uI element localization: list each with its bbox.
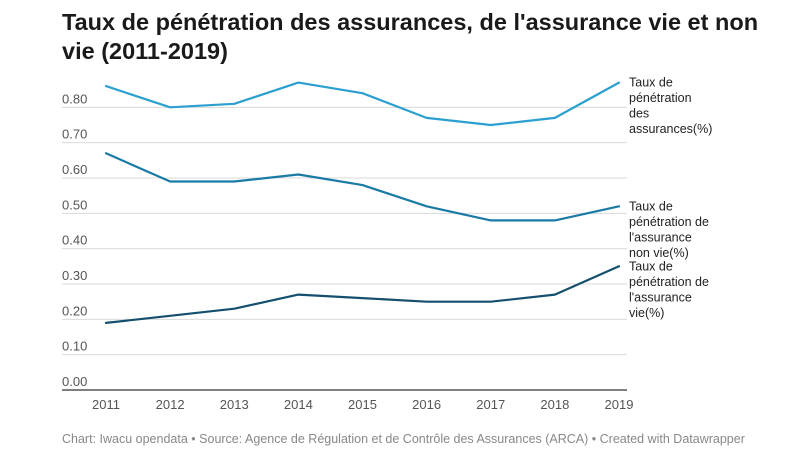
series-label-line: pénétration de (629, 275, 709, 289)
x-tick-label: 2019 (605, 397, 634, 412)
gridlines (62, 106, 627, 391)
x-tick-label: 2015 (348, 397, 377, 412)
series-label-line: Taux de (629, 259, 673, 273)
x-axis-ticks: 2011 2012 2013 2014 2015 2016 2017 2018 2019 (92, 397, 633, 412)
footer-source-label: Source: (199, 432, 243, 446)
series-label-line: assurances(%) (629, 122, 712, 136)
series-label: Taux de pénétration del'assurance non vie(… (629, 199, 709, 260)
series-label-line: pénétration (629, 91, 692, 105)
series-label-line: Taux de (629, 199, 673, 213)
footer-credit[interactable]: Created with Datawrapper (599, 432, 745, 446)
footer-chart-value[interactable]: Iwacu opendata (99, 432, 188, 446)
series-label-line: non vie(%) (629, 246, 689, 260)
footer-separator: • (191, 432, 196, 446)
x-tick-label: 2011 (92, 397, 120, 412)
y-tick-label: 0.30 (62, 268, 87, 283)
series-line[interactable] (104, 265, 621, 324)
y-tick-label: 0.80 (62, 91, 87, 106)
chart-title: Taux de pénétration des assurances, de l… (62, 9, 759, 64)
y-tick-label: 0.00 (62, 374, 87, 389)
y-tick-label: 0.70 (62, 127, 87, 142)
y-tick-label: 0.60 (62, 162, 87, 177)
footer-source-value[interactable]: Agence de Régulation et de Contrôle des … (245, 432, 589, 446)
footer-chart-label: Chart: (62, 432, 97, 446)
series-label-line: pénétration de (629, 215, 709, 229)
series-line[interactable] (104, 152, 621, 222)
series-label-line: des (629, 107, 649, 121)
series-label-line: vie(%) (629, 306, 664, 320)
series-label-line: l'assurance (629, 290, 692, 304)
x-tick-label: 2013 (220, 397, 249, 412)
y-axis-ticks: 0.00 0.10 0.20 0.30 0.40 0.50 0.60 0.70 0.80 (62, 91, 87, 389)
series-line[interactable] (104, 81, 621, 127)
x-tick-label: 2012 (156, 397, 185, 412)
y-tick-label: 0.10 (62, 339, 87, 354)
x-tick-label: 2016 (412, 397, 441, 412)
chart-footer: Chart: Iwacu opendata • Source: Agence d… (62, 431, 782, 447)
y-tick-label: 0.40 (62, 233, 87, 248)
x-tick-label: 2018 (540, 397, 569, 412)
x-tick-label: 2014 (284, 397, 313, 412)
series-label-line: l'assurance (629, 230, 692, 244)
series-label-line: Taux de (629, 76, 673, 90)
y-tick-label: 0.20 (62, 303, 87, 318)
footer-separator: • (591, 432, 597, 446)
series-label: Taux de pénétration del'assurance vie(%) (629, 259, 709, 320)
series-lines (104, 81, 621, 324)
x-tick-label: 2017 (476, 397, 505, 412)
y-tick-label: 0.50 (62, 197, 87, 212)
